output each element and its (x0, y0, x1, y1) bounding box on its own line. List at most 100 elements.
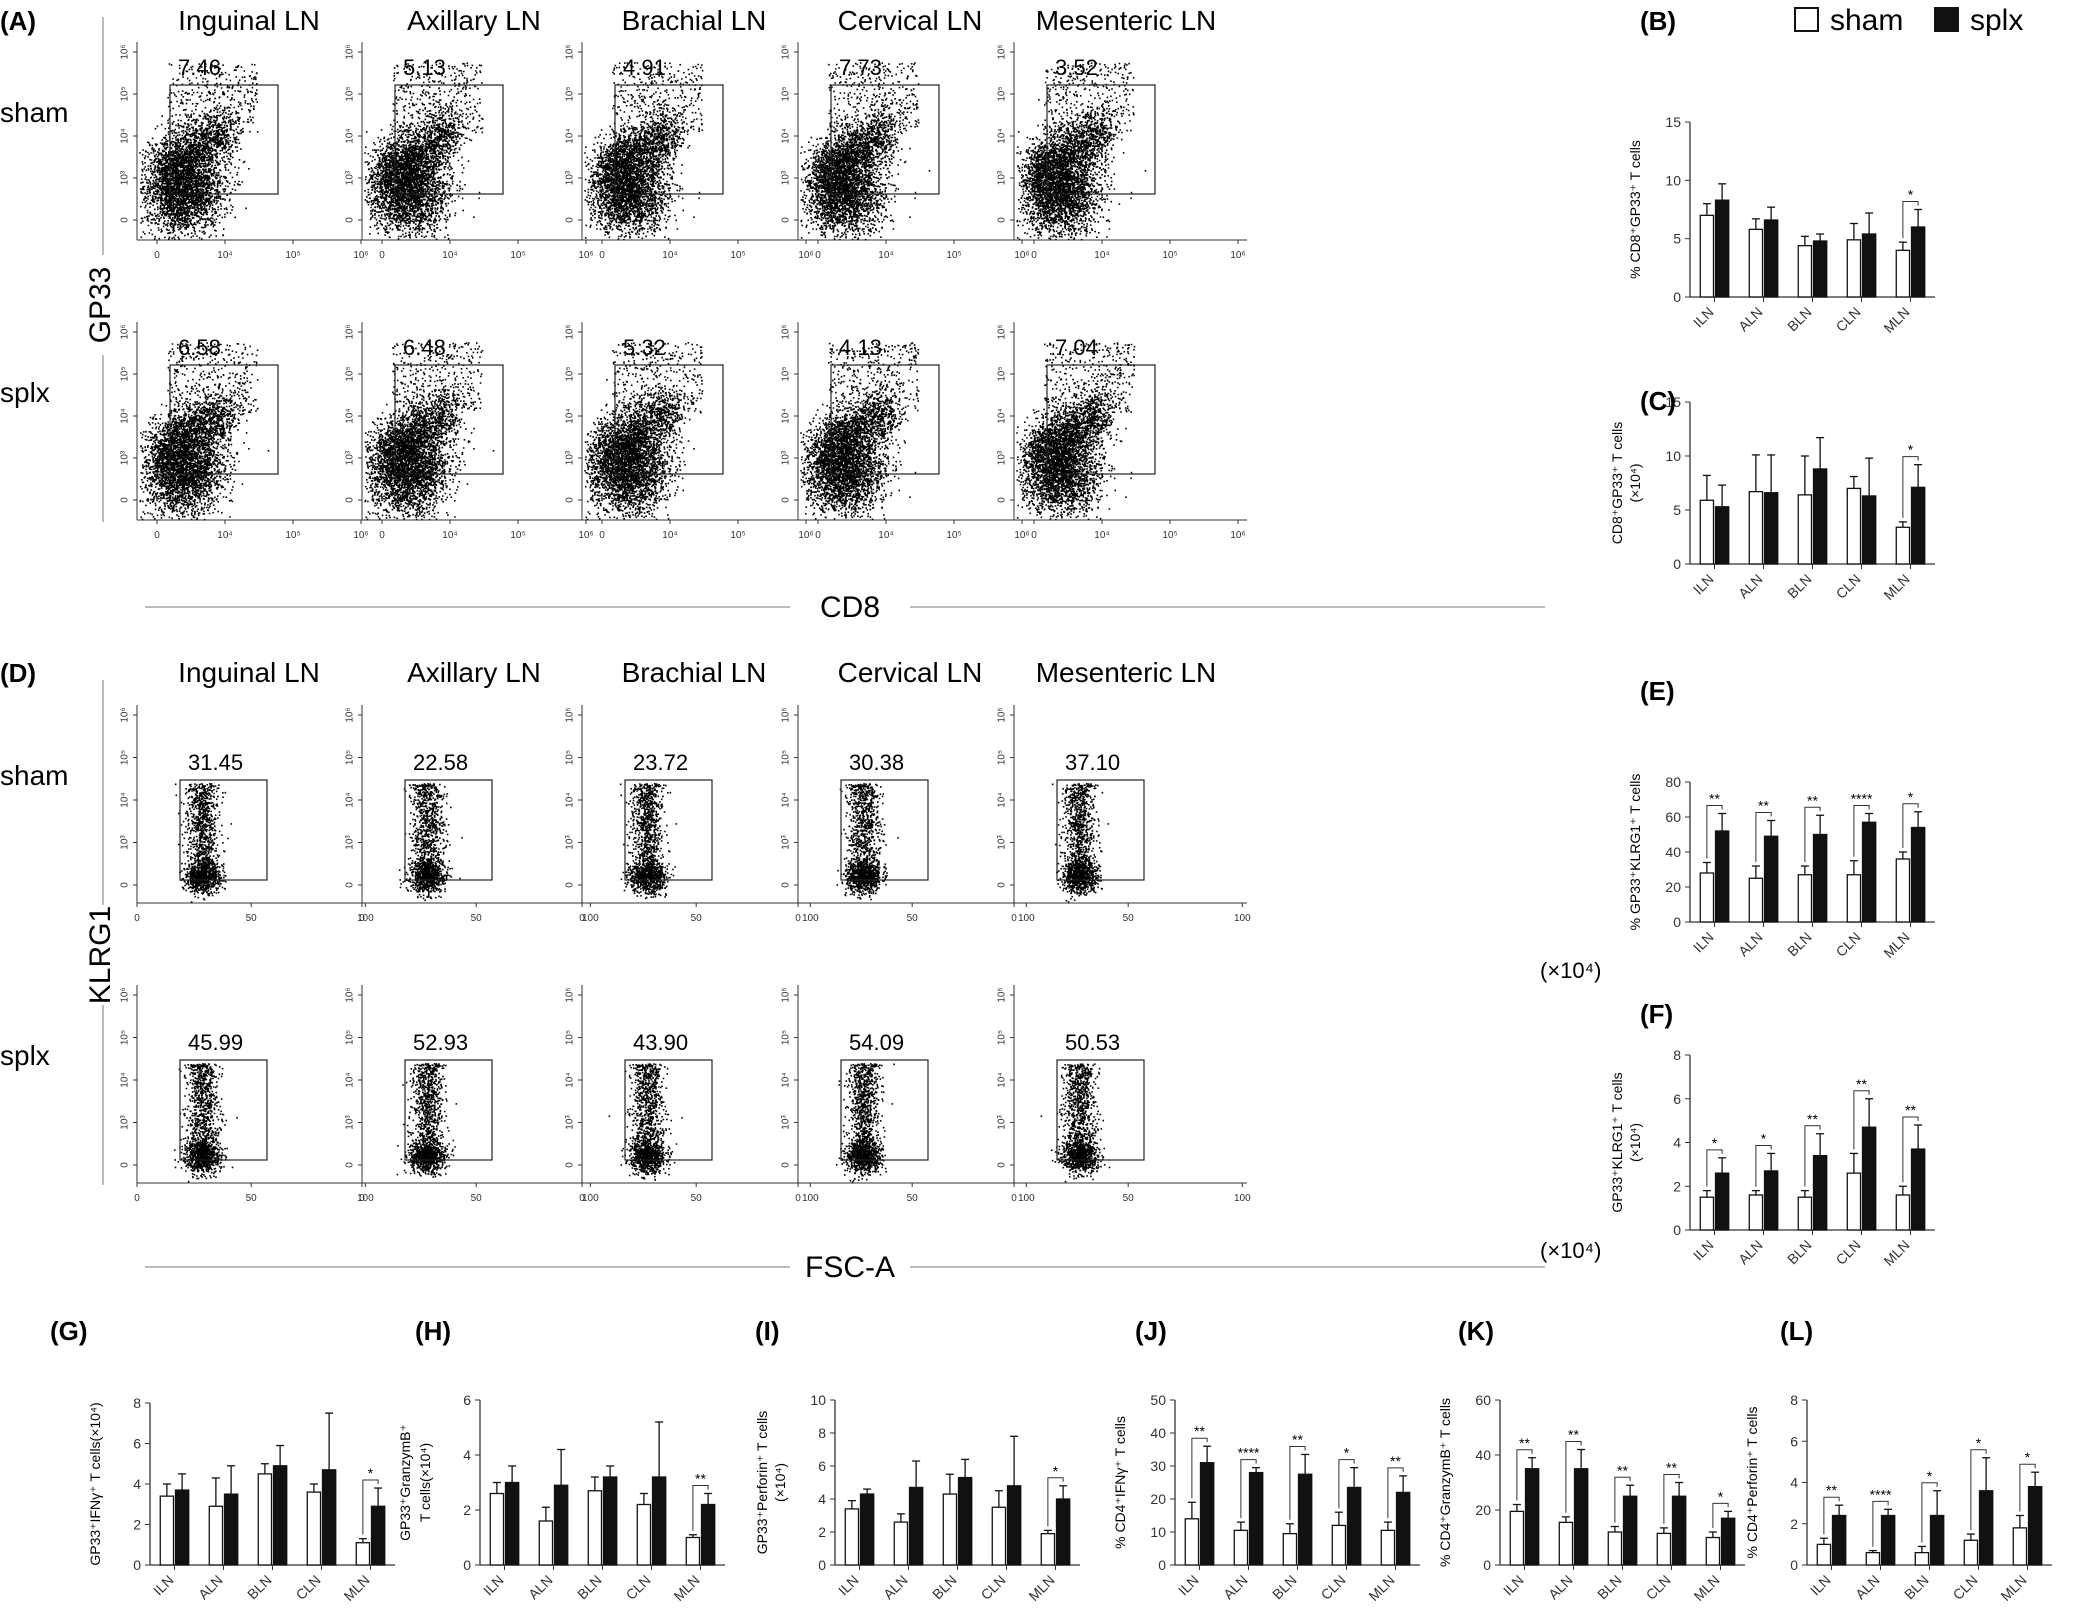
bar-splx (1714, 506, 1730, 565)
x-tick-label: ILN (835, 1572, 862, 1599)
x-tick-label: 0 (579, 913, 585, 924)
panel-letter: (E) (1640, 676, 1675, 706)
bar-splx (1812, 240, 1828, 298)
bar-sham (1509, 1510, 1525, 1566)
bar-splx (1812, 833, 1828, 923)
tissue-header: Brachial LN (622, 5, 767, 36)
y-axis-title: % CD4⁺Perforin⁺ T cells (1744, 1407, 1760, 1559)
significance-bracket (1872, 1500, 1889, 1547)
y-tick-label: 10⁴ (345, 1072, 356, 1087)
y-tick-label: 6 (818, 1458, 826, 1474)
x-tick-label: 10⁵ (730, 530, 745, 541)
x-tick-label: MLN (1365, 1572, 1397, 1604)
y-tick-label: 0 (1673, 1222, 1681, 1238)
significance-mark: * (1976, 1435, 1982, 1451)
bar-splx (957, 1476, 973, 1566)
flow-dots (836, 783, 899, 901)
y-tick-label: 20 (1475, 1502, 1491, 1518)
x-tick-label: ALN (1735, 571, 1766, 602)
y-tick-label: 0 (1673, 914, 1681, 930)
flow-dots (835, 1063, 895, 1183)
bar-splx (1861, 495, 1877, 565)
x-tick-label: 10⁴ (442, 530, 457, 541)
bar-splx (1880, 1514, 1896, 1566)
bar-sham (257, 1473, 273, 1566)
x-tick-label: 100 (1018, 913, 1035, 924)
significance-bracket (1804, 1125, 1821, 1187)
significance-bracket (1853, 1090, 1870, 1150)
x-tick-label: 100 (357, 913, 374, 924)
significance-bracket (1565, 1441, 1582, 1513)
panel-letter: (D) (0, 658, 36, 688)
x-tick-label: ALN (195, 1572, 226, 1603)
y-tick-label: 10³ (781, 835, 792, 850)
y-axis-title: % GP33⁺KLRG1⁺ T cells (1627, 774, 1643, 931)
significance-bracket (1516, 1449, 1533, 1501)
gate-percentage: 5.13 (403, 55, 446, 80)
significance-bracket (1191, 1437, 1208, 1499)
flow-dots (174, 783, 233, 903)
x-tick-label: BLN (1784, 571, 1815, 602)
y-tick-label: 10⁵ (997, 750, 1008, 765)
y-tick-label: 10³ (997, 170, 1008, 185)
y-tick-label: 5 (1673, 502, 1681, 518)
x-tick-label: 50 (907, 1193, 919, 1204)
bar-sham (1380, 1529, 1396, 1566)
y-tick-label: 0 (818, 1557, 826, 1573)
flow-dots (364, 62, 484, 241)
flow-dots (398, 783, 463, 902)
bar-sham (159, 1495, 175, 1566)
bar-sham (1846, 239, 1862, 298)
flow-plot: 0 10³ 10⁴ 10⁵ 10⁶ 0 50 100 22.58 (345, 705, 599, 924)
flow-dots (584, 342, 704, 521)
flow-plot: 0 10³ 10⁴ 10⁵ 10⁶ 0 50 100 45.99 (120, 985, 374, 1204)
y-tick-label: 0 (781, 497, 792, 503)
panel-letter: (K) (1458, 1316, 1494, 1346)
significance-bracket (1289, 1445, 1306, 1520)
bar-sham (1282, 1533, 1298, 1566)
x-tick-label: 10⁴ (1094, 250, 1109, 261)
y-tick-label: 0 (1158, 1557, 1166, 1573)
y-tick-label: 10⁵ (120, 750, 131, 765)
y-tick-label: 0 (120, 882, 131, 888)
x-tick-label: 10⁵ (285, 250, 300, 261)
significance-bracket (1755, 812, 1772, 862)
x-tick-label: 10⁴ (662, 530, 677, 541)
y-tick-label: 10⁶ (565, 987, 576, 1002)
bar-splx (1395, 1491, 1411, 1566)
bar-splx (1812, 1154, 1828, 1231)
panel-letter: (J) (1135, 1316, 1167, 1346)
y-tick-label: 0 (120, 217, 131, 223)
y-tick-label: 10 (1150, 1524, 1166, 1540)
bar-splx (602, 1476, 618, 1566)
y-tick-label: 10⁶ (120, 324, 131, 339)
x-tick-label: 0 (579, 1193, 585, 1204)
x-tick-label: 10⁵ (510, 250, 525, 261)
x-tick-label: BLN (1901, 1572, 1932, 1603)
x-tick-label: CLN (1832, 571, 1863, 602)
significance-bracket (1338, 1459, 1355, 1509)
x-axis-title: CD8 (820, 591, 880, 624)
y-tick-label: 10³ (781, 450, 792, 465)
x-tick-label: 10⁵ (730, 250, 745, 261)
x-tick-label: MLN (1690, 1572, 1722, 1604)
significance-mark: * (1712, 1135, 1718, 1151)
y-tick-label: 10³ (781, 170, 792, 185)
y-axis-title-line2: T cells(×10⁴) (417, 1443, 433, 1522)
legend-splx-label: splx (1970, 4, 2023, 37)
y-tick-label: 2 (463, 1502, 471, 1518)
x-tick-label: CLN (1317, 1572, 1348, 1603)
y-tick-label: 0 (565, 497, 576, 503)
y-tick-label: 10⁵ (345, 750, 356, 765)
bar-sham (1816, 1543, 1832, 1566)
bar-sham (1797, 245, 1813, 298)
x-tick-label: 10⁵ (285, 530, 300, 541)
bar-splx (1910, 226, 1926, 298)
x-tick-label: 0 (359, 913, 365, 924)
significance-mark: ** (1292, 1431, 1303, 1447)
x-tick-label: ALN (1852, 1572, 1883, 1603)
gate-box (169, 84, 279, 195)
